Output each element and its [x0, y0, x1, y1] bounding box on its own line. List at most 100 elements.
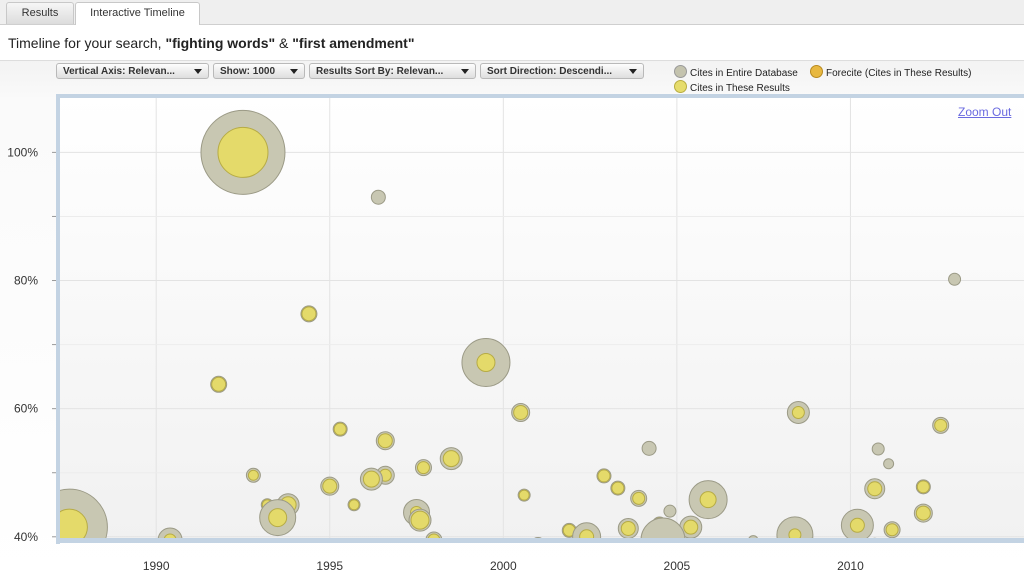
data-point[interactable]	[640, 517, 686, 562]
data-point[interactable]	[883, 458, 895, 470]
data-point[interactable]	[641, 440, 657, 456]
data-point[interactable]	[840, 508, 874, 541]
data-point[interactable]	[511, 403, 531, 423]
data-point[interactable]	[347, 498, 361, 512]
data-point[interactable]	[679, 515, 703, 539]
sort-direction-dropdown[interactable]: Sort Direction: Descendi...	[480, 63, 644, 79]
cites-these-results-circle	[322, 478, 338, 494]
chevron-down-icon	[629, 69, 637, 74]
data-point[interactable]	[883, 521, 901, 539]
cites-these-results-circle	[217, 126, 269, 178]
cites-these-results-circle	[247, 469, 259, 481]
data-point[interactable]	[359, 467, 383, 491]
data-point[interactable]	[786, 401, 810, 425]
sort-by-dropdown[interactable]: Results Sort By: Relevan...	[309, 63, 476, 79]
data-point[interactable]	[596, 468, 612, 484]
x-tick-label: 2010	[837, 559, 864, 573]
y-axis-labels: 40% 60% 80% 100%	[7, 145, 56, 544]
data-point[interactable]	[245, 467, 261, 483]
data-point[interactable]	[375, 431, 395, 451]
data-point[interactable]	[439, 447, 463, 471]
data-point[interactable]	[320, 476, 340, 496]
cites-these-results-circle	[788, 528, 802, 540]
data-point[interactable]	[517, 488, 531, 502]
data-point[interactable]	[31, 488, 108, 565]
tab-results[interactable]: Results	[6, 2, 74, 24]
data-point[interactable]	[461, 338, 511, 388]
cites-these-results-circle	[632, 491, 646, 505]
zoom-out-link[interactable]: Zoom Out	[958, 105, 1012, 119]
cites-entire-database-circle	[641, 440, 657, 456]
cites-these-results-circle	[268, 508, 288, 528]
data-point[interactable]	[617, 517, 639, 539]
data-point[interactable]	[913, 503, 933, 523]
x-tick-label: 2000	[490, 559, 517, 573]
cites-these-results-circle	[620, 520, 636, 536]
data-point[interactable]	[370, 189, 386, 205]
plot-top-border	[56, 94, 1024, 98]
cites-these-results-circle	[377, 433, 393, 449]
data-point[interactable]	[610, 480, 626, 496]
data-point[interactable]	[200, 109, 286, 195]
x-axis-labels: 1990 1995 2000 2005 2010	[143, 559, 864, 573]
data-point[interactable]	[210, 375, 228, 393]
timeline-chart[interactable]: 40% 60% 80% 100% 1990 1995 2000 2005 2010	[0, 90, 1024, 581]
data-point[interactable]	[259, 499, 297, 537]
legend-item-entire-database: Cites in Entire Database	[674, 65, 798, 80]
cites-entire-database-circle	[640, 517, 686, 540]
vertical-axis-dropdown[interactable]: Vertical Axis: Relevan...	[56, 63, 209, 79]
sort-direction-label: Sort Direction: Descendi...	[487, 66, 613, 77]
legend-label: Cites in Entire Database	[690, 68, 798, 79]
chevron-down-icon	[194, 69, 202, 74]
data-point[interactable]	[932, 416, 950, 434]
cites-these-results-circle	[442, 450, 460, 468]
vertical-axis-label: Vertical Axis: Relevan...	[63, 66, 175, 77]
cites-these-results-circle	[699, 491, 717, 509]
cites-these-results-circle	[683, 519, 699, 535]
circle-icon	[674, 80, 687, 93]
cites-entire-database-circle	[883, 458, 895, 470]
headline-prefix: Timeline for your search,	[8, 35, 166, 51]
cites-these-results-circle	[885, 523, 899, 537]
cites-entire-database-circle	[370, 189, 386, 205]
cites-these-results-circle	[849, 517, 865, 533]
data-point[interactable]	[300, 305, 318, 323]
cites-these-results-circle	[59, 508, 88, 540]
data-point[interactable]	[332, 421, 348, 437]
data-point[interactable]	[414, 459, 432, 477]
show-count-dropdown[interactable]: Show: 1000	[213, 63, 305, 79]
data-point[interactable]	[572, 522, 602, 551]
legend-item-forecite: Forecite (Cites in These Results)	[810, 65, 971, 80]
data-point[interactable]	[871, 442, 885, 456]
cites-these-results-circle	[513, 405, 529, 421]
data-point[interactable]	[663, 504, 677, 518]
sort-by-label: Results Sort By: Relevan...	[316, 66, 444, 77]
legend-label: Forecite (Cites in These Results)	[826, 68, 972, 79]
cites-these-results-circle	[518, 489, 530, 501]
x-tick-label: 1995	[316, 559, 343, 573]
data-point[interactable]	[864, 478, 886, 500]
cites-these-results-circle	[934, 418, 948, 432]
y-tick-label: 40%	[14, 530, 38, 544]
cites-these-results-circle	[301, 306, 317, 322]
cites-entire-database-circle	[948, 272, 962, 286]
cites-these-results-circle	[416, 461, 430, 475]
tab-bar: Results Interactive Timeline	[0, 0, 1024, 25]
cites-these-results-circle	[410, 510, 430, 530]
circle-icon	[674, 65, 687, 78]
data-point[interactable]	[630, 489, 648, 507]
data-point[interactable]	[948, 272, 962, 286]
page-title: Timeline for your search, "fighting word…	[8, 35, 414, 51]
circle-icon	[810, 65, 823, 78]
y-axis-bar	[56, 94, 60, 544]
data-point[interactable]	[776, 516, 814, 553]
tab-interactive-timeline[interactable]: Interactive Timeline	[75, 2, 200, 25]
data-point[interactable]	[408, 508, 432, 532]
cites-these-results-circle	[916, 480, 930, 494]
data-point[interactable]	[915, 479, 931, 495]
legend-item-these-results: Cites in These Results	[674, 80, 790, 95]
cites-these-results-circle	[348, 499, 360, 511]
y-tick-label: 100%	[7, 145, 38, 159]
y-tick-label: 80%	[14, 274, 38, 288]
data-point[interactable]	[688, 480, 728, 520]
